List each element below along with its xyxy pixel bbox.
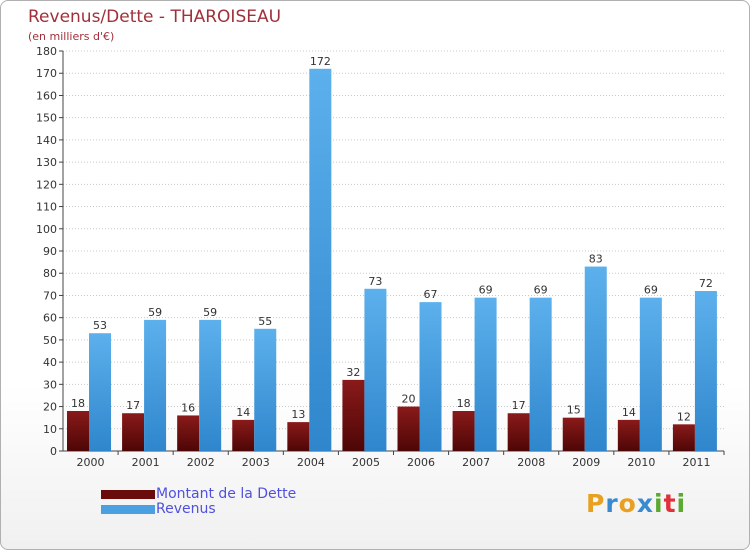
bar-dette-2003 xyxy=(232,419,255,451)
bar-revenus-2009 xyxy=(584,266,607,451)
data-label-revenus-2005: 73 xyxy=(368,275,382,288)
x-tick-label: 2003 xyxy=(242,456,270,469)
y-tick-label: 10 xyxy=(43,423,57,436)
x-tick-label: 2001 xyxy=(132,456,160,469)
x-tick-label: 2005 xyxy=(352,456,380,469)
data-label-revenus-2011: 72 xyxy=(699,277,713,290)
chart-subtitle: (en milliers d'€) xyxy=(28,30,115,43)
brand-letter: i xyxy=(654,489,664,518)
bar-dette-2010 xyxy=(617,419,640,451)
y-tick-label: 180 xyxy=(36,45,57,58)
y-tick-label: 90 xyxy=(43,245,57,258)
x-tick-label: 2000 xyxy=(77,456,105,469)
bar-revenus-2010 xyxy=(639,297,662,451)
y-tick-label: 60 xyxy=(43,312,57,325)
legend-label-revenus: Revenus xyxy=(156,501,216,517)
y-tick-label: 170 xyxy=(36,67,57,80)
bar-dette-2011 xyxy=(672,424,695,451)
y-tick-label: 70 xyxy=(43,289,57,302)
bar-revenus-2002 xyxy=(199,319,222,451)
data-label-dette-2003: 14 xyxy=(236,406,250,419)
bar-revenus-2000 xyxy=(89,333,111,451)
data-label-revenus-2009: 83 xyxy=(589,253,603,266)
data-label-revenus-2004: 172 xyxy=(310,55,331,68)
data-label-dette-2010: 14 xyxy=(622,406,636,419)
bar-dette-2001 xyxy=(122,413,145,451)
legend-swatch-revenus xyxy=(101,505,155,514)
y-tick-label: 40 xyxy=(43,356,57,369)
data-label-dette-2002: 16 xyxy=(181,401,195,414)
bar-revenus-2001 xyxy=(144,319,167,451)
legend-swatch-dette xyxy=(101,490,155,499)
data-label-revenus-2010: 69 xyxy=(644,284,658,297)
y-tick-label: 50 xyxy=(43,334,57,347)
bar-dette-2004 xyxy=(287,422,310,451)
y-tick-label: 100 xyxy=(36,223,57,236)
data-label-revenus-2008: 69 xyxy=(534,284,548,297)
data-label-dette-2008: 17 xyxy=(512,399,526,412)
bar-revenus-2007 xyxy=(474,297,497,451)
data-label-dette-2001: 17 xyxy=(126,399,140,412)
data-label-dette-2011: 12 xyxy=(677,410,691,423)
y-tick-label: 20 xyxy=(43,401,57,414)
data-label-revenus-2002: 59 xyxy=(203,306,217,319)
bar-revenus-2006 xyxy=(419,302,442,451)
bar-dette-2002 xyxy=(177,415,200,451)
data-label-revenus-2003: 55 xyxy=(258,315,272,328)
y-tick-label: 30 xyxy=(43,378,57,391)
chart-title: Revenus/Dette - THAROISEAU xyxy=(28,7,282,27)
x-tick-label: 2002 xyxy=(187,456,215,469)
brand-letter: x xyxy=(636,489,654,518)
y-tick-label: 150 xyxy=(36,112,57,125)
brand-letter: r xyxy=(605,489,619,518)
bar-dette-2007 xyxy=(452,411,475,451)
bar-revenus-2011 xyxy=(694,291,717,451)
y-tick-label: 0 xyxy=(50,445,57,458)
y-tick-label: 130 xyxy=(36,156,57,169)
bar-dette-2008 xyxy=(507,413,530,451)
data-label-dette-2009: 15 xyxy=(567,404,581,417)
y-tick-label: 120 xyxy=(36,178,57,191)
data-label-revenus-2000: 53 xyxy=(93,319,107,332)
legend-label-dette: Montant de la Dette xyxy=(156,486,297,502)
bar-revenus-2003 xyxy=(254,328,277,451)
x-tick-label: 2008 xyxy=(517,456,545,469)
data-label-dette-2007: 18 xyxy=(457,397,471,410)
y-tick-label: 160 xyxy=(36,89,57,102)
data-label-dette-2005: 32 xyxy=(346,366,360,379)
y-tick-label: 140 xyxy=(36,134,57,147)
bar-revenus-2004 xyxy=(309,68,332,452)
data-label-dette-2006: 20 xyxy=(402,393,416,406)
brand-letter: i xyxy=(676,489,687,518)
y-tick-label: 80 xyxy=(43,267,57,280)
x-tick-label: 2010 xyxy=(627,456,655,469)
bar-revenus-2005 xyxy=(364,288,387,451)
x-tick-label: 2009 xyxy=(572,456,600,469)
x-tick-label: 2006 xyxy=(407,456,435,469)
bar-dette-2000 xyxy=(67,411,89,451)
bar-revenus-2008 xyxy=(529,297,552,451)
data-label-dette-2004: 13 xyxy=(291,408,305,421)
data-label-dette-2000: 18 xyxy=(71,397,85,410)
brand-letter: o xyxy=(618,489,637,518)
x-tick-label: 2011 xyxy=(682,456,710,469)
data-label-revenus-2001: 59 xyxy=(148,306,162,319)
bar-dette-2009 xyxy=(562,417,585,451)
x-tick-label: 2007 xyxy=(462,456,490,469)
data-label-revenus-2006: 67 xyxy=(424,288,438,301)
y-tick-label: 110 xyxy=(36,201,57,214)
brand-letter: t xyxy=(663,489,677,518)
x-tick-label: 2004 xyxy=(297,456,325,469)
brand-letter: P xyxy=(586,489,606,518)
proxiti-logo[interactable]: Proxiti xyxy=(586,489,686,518)
bar-dette-2006 xyxy=(397,406,420,451)
data-label-revenus-2007: 69 xyxy=(479,284,493,297)
bar-dette-2005 xyxy=(342,379,365,451)
